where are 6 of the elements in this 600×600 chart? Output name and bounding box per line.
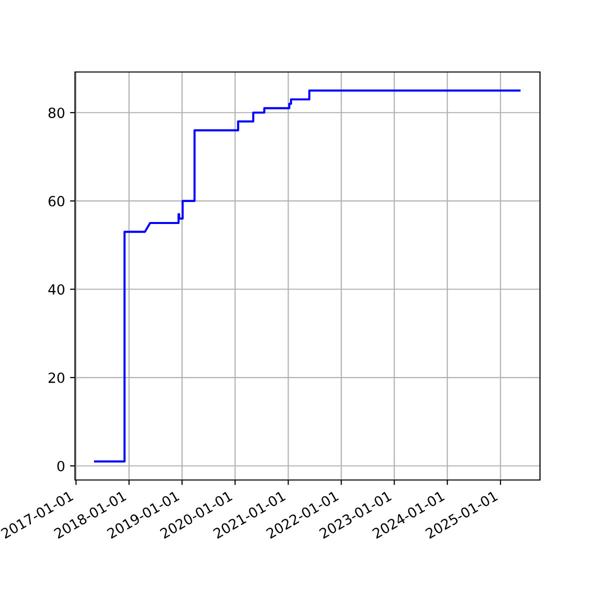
y-tick-label: 80 xyxy=(48,108,64,118)
y-tick-label: 0 xyxy=(57,460,64,472)
y-tick-label: 40 xyxy=(48,284,64,295)
line-series xyxy=(94,90,521,462)
y-tick-label: 60 xyxy=(48,196,64,206)
y-tick-label: 20 xyxy=(48,372,64,384)
